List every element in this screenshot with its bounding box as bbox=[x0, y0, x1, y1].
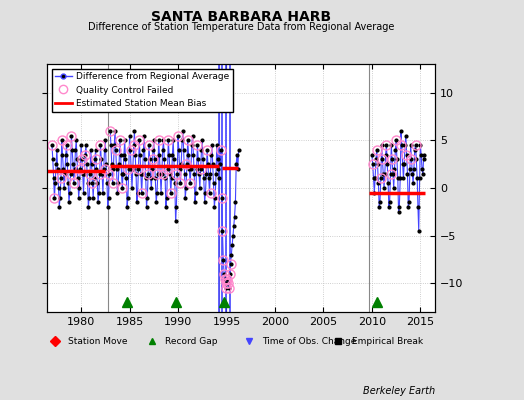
Text: Record Gap: Record Gap bbox=[166, 336, 218, 346]
Text: SANTA BARBARA HARB: SANTA BARBARA HARB bbox=[151, 10, 331, 24]
Text: Time of Obs. Change: Time of Obs. Change bbox=[263, 336, 357, 346]
Text: Berkeley Earth: Berkeley Earth bbox=[363, 386, 435, 396]
Text: Difference of Station Temperature Data from Regional Average: Difference of Station Temperature Data f… bbox=[88, 22, 394, 32]
Text: Station Move: Station Move bbox=[69, 336, 128, 346]
Text: Empirical Break: Empirical Break bbox=[352, 336, 423, 346]
Legend: Difference from Regional Average, Quality Control Failed, Estimated Station Mean: Difference from Regional Average, Qualit… bbox=[52, 68, 233, 112]
